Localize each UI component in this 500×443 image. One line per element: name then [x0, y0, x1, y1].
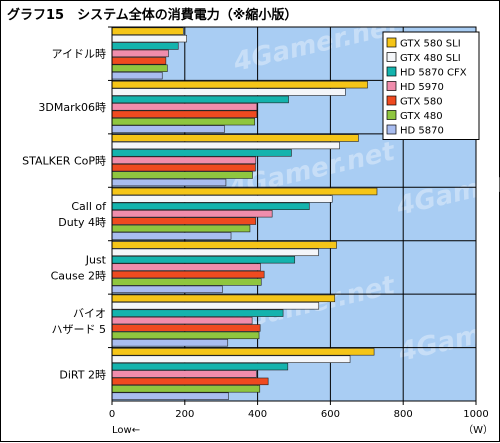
legend-swatch-gtx-480 [386, 110, 397, 120]
bar-gtx-580-0 [111, 57, 167, 65]
legend-label-gtx-480-sli: GTX 480 SLI [400, 53, 461, 64]
bar-gtx-580-4 [111, 270, 265, 279]
legend-label-gtx-580: GTX 580 [400, 97, 443, 108]
bar-gtx-480-5 [111, 331, 260, 340]
bar-hd-5970-5 [111, 316, 253, 325]
bar-hd-5870-5 [111, 339, 229, 347]
legend-swatch-gtx-580 [386, 95, 397, 106]
bar-gtx-480-0 [111, 64, 168, 72]
bar-hd-5870-cfx-6 [111, 362, 289, 371]
bar-gtx-580-6 [111, 377, 269, 386]
bar-gtx-580-sli-3 [111, 187, 378, 196]
legend-swatch-gtx-580-sli [386, 37, 397, 48]
bar-gtx-580-sli-2 [111, 134, 359, 142]
bar-hd-5870-2 [111, 178, 227, 187]
x-tick-label-1000: 1000 [463, 409, 488, 420]
bar-gtx-580-sli-1 [111, 80, 368, 89]
bar-hd-5870-cfx-0 [111, 42, 179, 50]
bar-hd-5970-6 [111, 370, 257, 378]
bar-gtx-480-3 [111, 224, 251, 233]
bar-hd-5870-1 [111, 125, 225, 133]
plot-border [111, 26, 477, 402]
bar-hd-5870-cfx-4 [111, 256, 296, 264]
legend-box [382, 31, 480, 140]
bar-gtx-580-1 [111, 110, 258, 118]
bar-hd-5970-1 [111, 103, 258, 111]
bar-gtx-580-3 [111, 217, 257, 225]
category-label-1-0: 3DMark06時 [38, 101, 106, 114]
x-unit-label: （W） [463, 424, 493, 436]
bar-gtx-480-sli-6 [111, 355, 351, 363]
legend-label-hd-5970: HD 5970 [400, 82, 444, 93]
bar-gtx-480-4 [111, 278, 262, 286]
legend-swatch-hd-5870 [386, 124, 397, 135]
legend-swatch-gtx-480-sli [386, 52, 397, 62]
legend-label-gtx-480: GTX 480 [400, 111, 443, 122]
bar-hd-5970-2 [111, 156, 257, 164]
bar-gtx-480-sli-2 [111, 141, 340, 150]
bar-gtx-480-1 [111, 117, 255, 126]
x-direction-note: Low← [112, 425, 140, 436]
category-label-4-0: Just [85, 253, 107, 266]
legend-swatch-hd-5870-cfx [386, 66, 397, 77]
x-tick-label-0: 0 [109, 409, 115, 420]
category-label-6-0: DiRT 2時 [59, 368, 106, 381]
bar-gtx-480-6 [111, 385, 261, 393]
legend: GTX 580 SLI GTX 480 SLI HD 5870 CFX HD 5970… [382, 31, 480, 140]
plot-area: 4Gamer.net4Gamer.net4Gamer.net4Gamer.net… [22, 10, 500, 436]
bar-hd-5870-6 [111, 392, 229, 400]
category-label-5-1: ハザード 5 [52, 323, 107, 336]
legend-label-hd-5870-cfx: HD 5870 CFX [400, 68, 467, 79]
legend-swatch-hd-5970 [386, 81, 397, 91]
bar-gtx-580-sli-6 [111, 348, 375, 356]
bar-hd-5970-4 [111, 263, 261, 271]
x-tick-label-400: 400 [248, 409, 267, 420]
chart-title: グラフ15 システム全体の消費電力（※縮小版） [7, 7, 297, 23]
category-label-5-0: バイオ [73, 307, 106, 320]
bar-gtx-580-2 [111, 163, 256, 172]
x-tick-label-600: 600 [321, 409, 340, 420]
bar-gtx-480-2 [111, 171, 253, 179]
x-tick-label-800: 800 [394, 409, 413, 420]
bar-hd-5870-4 [111, 285, 223, 294]
bar-hd-5870-3 [111, 232, 232, 240]
category-label-2-0: STALKER CoP時 [22, 155, 106, 168]
bar-hd-5870-cfx-5 [111, 309, 284, 317]
bar-hd-5870-cfx-3 [111, 202, 310, 210]
bar-gtx-580-sli-5 [111, 294, 336, 303]
category-label-3-0: Call of [71, 200, 107, 213]
bar-hd-5870-cfx-2 [111, 149, 292, 157]
bar-gtx-480-sli-4 [111, 248, 319, 257]
bar-hd-5870-cfx-1 [111, 95, 289, 104]
legend-label-hd-5870: HD 5870 [400, 126, 444, 137]
bar-hd-5970-0 [111, 49, 169, 58]
bar-gtx-480-sli-3 [111, 195, 333, 203]
legend-label-gtx-580-sli: GTX 580 SLI [400, 39, 461, 50]
bar-hd-5870-0 [111, 71, 163, 80]
bar-gtx-480-sli-0 [111, 34, 187, 43]
bar-gtx-580-sli-0 [111, 27, 184, 35]
category-label-4-1: Cause 2時 [51, 269, 106, 282]
category-label-0-0: アイドル時 [52, 48, 106, 61]
bar-gtx-580-5 [111, 324, 261, 332]
bar-gtx-480-sli-5 [111, 302, 320, 310]
bar-gtx-580-sli-4 [111, 241, 337, 249]
category-label-3-1: Duty 4時 [58, 216, 106, 229]
bar-gtx-480-sli-1 [111, 88, 346, 96]
x-tick-label-200: 200 [175, 409, 194, 420]
bar-hd-5970-3 [111, 210, 273, 218]
